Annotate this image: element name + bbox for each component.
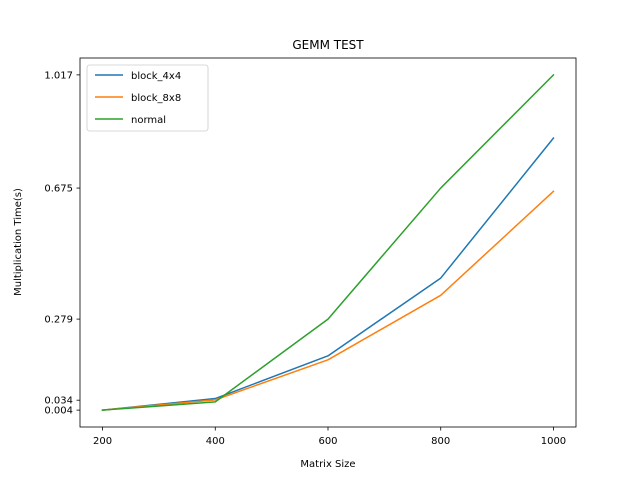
x-tick-label: 1000 bbox=[541, 436, 566, 447]
legend-label-normal: normal bbox=[131, 115, 166, 126]
series-line-normal bbox=[101, 73, 555, 411]
x-tick-label: 600 bbox=[318, 436, 337, 447]
legend-label-block_8x8: block_8x8 bbox=[131, 93, 181, 104]
series-line-block_4x4 bbox=[101, 137, 555, 411]
x-tick-label: 400 bbox=[206, 436, 225, 447]
y-tick-label: 0.004 bbox=[44, 406, 73, 417]
chart-title: GEMM TEST bbox=[292, 38, 364, 52]
y-axis-label: Multiplication Time(s) bbox=[13, 188, 24, 296]
x-axis-label: Matrix Size bbox=[300, 459, 355, 470]
x-tick-label: 800 bbox=[431, 436, 450, 447]
legend-box bbox=[86, 64, 209, 132]
x-tick-label: 200 bbox=[93, 436, 112, 447]
legend-label-block_4x4: block_4x4 bbox=[131, 71, 181, 82]
y-tick-label: 0.034 bbox=[44, 396, 73, 407]
y-tick-label: 0.279 bbox=[44, 315, 73, 326]
y-tick-label: 0.675 bbox=[44, 184, 73, 195]
y-tick-label: 1.017 bbox=[44, 70, 73, 81]
series-line-block_8x8 bbox=[101, 190, 555, 411]
